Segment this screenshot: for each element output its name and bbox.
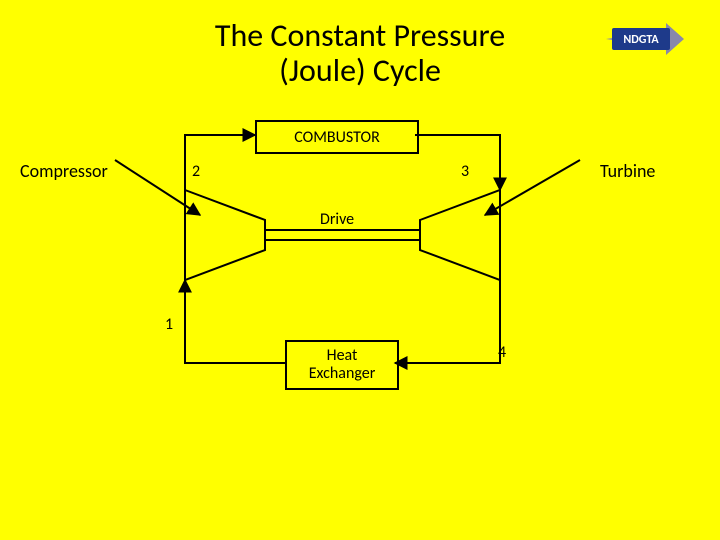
turbine-shape bbox=[420, 190, 500, 280]
cycle-diagram bbox=[0, 0, 720, 540]
pipe-turbine-to-hx bbox=[395, 280, 500, 363]
pipe-compressor-to-combustor bbox=[185, 135, 255, 190]
pipe-hx-to-compressor bbox=[185, 280, 285, 363]
compressor-pointer-arrow bbox=[115, 160, 200, 215]
pipe-combustor-to-turbine bbox=[415, 135, 500, 190]
compressor-shape bbox=[185, 190, 265, 280]
